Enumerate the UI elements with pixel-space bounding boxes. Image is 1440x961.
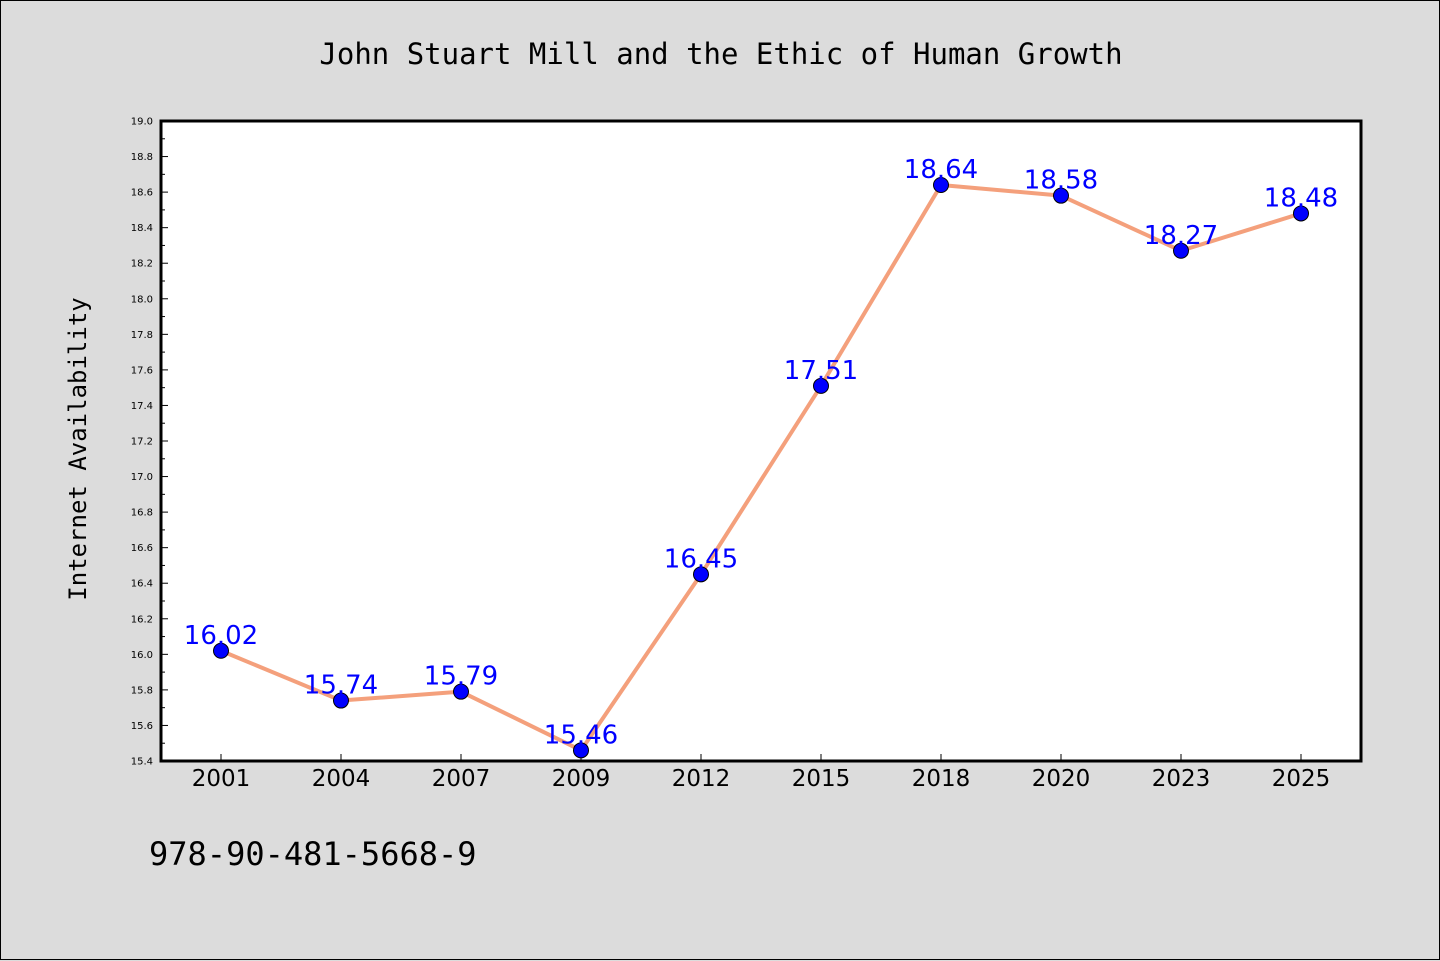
y-tick-label: 17.8 <box>131 330 153 341</box>
data-point <box>813 377 829 394</box>
data-label: 18.58 <box>1024 166 1098 196</box>
x-tick-label: 2007 <box>432 766 491 792</box>
y-tick-label: 17.2 <box>131 437 153 448</box>
data-label: 18.64 <box>904 155 978 185</box>
y-tick-label: 17.6 <box>131 365 153 376</box>
data-point <box>573 742 589 759</box>
y-tick-label: 16.0 <box>131 650 153 661</box>
y-tick-label: 15.4 <box>131 757 153 768</box>
chart-title: John Stuart Mill and the Ethic of Human … <box>319 37 1122 71</box>
x-tick-label: 2015 <box>792 766 851 792</box>
x-tick-label: 2025 <box>1272 766 1331 792</box>
data-point <box>693 566 709 583</box>
data-point <box>213 642 229 659</box>
y-tick-label: 16.6 <box>131 543 153 554</box>
data-point <box>453 683 469 700</box>
y-tick-label: 17.0 <box>131 472 153 483</box>
x-tick-label: 2004 <box>312 766 371 792</box>
series-layer: 16.02 15.74 15.79 15.46 16.45 17.51 18.64 18.58… <box>184 155 1338 759</box>
y-tick-label: 15.8 <box>131 685 153 696</box>
data-point <box>1173 242 1189 259</box>
y-tick-label: 15.6 <box>131 721 153 732</box>
x-tick-label: 2018 <box>912 766 971 792</box>
data-label: 15.74 <box>304 671 378 701</box>
x-tick-label: 2009 <box>552 766 611 792</box>
x-tick-label: 2012 <box>672 766 731 792</box>
data-label: 16.02 <box>184 621 258 651</box>
data-label: 17.51 <box>784 356 858 386</box>
y-tick-label: 18.6 <box>131 188 153 199</box>
axis-ticks: 15.4 15.6 15.8 16.0 16.2 16.4 16.6 16.8 17.0 17.2… <box>131 117 1331 793</box>
x-tick-label: 2023 <box>1152 766 1211 792</box>
data-label: 15.46 <box>544 720 618 750</box>
data-point <box>1053 187 1069 204</box>
y-tick-label: 18.4 <box>131 223 153 234</box>
y-tick-label: 16.2 <box>131 614 153 625</box>
isbn-text: 978-90-481-5668-9 <box>149 835 477 873</box>
data-label: 18.48 <box>1264 183 1338 213</box>
x-tick-label: 2020 <box>1032 766 1091 792</box>
data-point <box>933 177 949 193</box>
data-label: 18.27 <box>1144 221 1218 251</box>
y-tick-label: 18.0 <box>131 294 153 305</box>
data-point <box>333 692 349 709</box>
plot-area <box>161 121 1361 761</box>
y-tick-label: 16.8 <box>131 508 153 519</box>
y-tick-label: 16.4 <box>131 579 153 590</box>
data-label: 15.79 <box>424 662 498 692</box>
x-tick-label: 2001 <box>192 766 251 792</box>
y-tick-label: 18.8 <box>131 152 153 163</box>
y-tick-label: 18.2 <box>131 259 153 270</box>
y-tick-label: 19.0 <box>131 117 153 128</box>
series-line <box>220 183 1302 753</box>
plot-frame <box>159 119 1363 763</box>
data-point <box>1293 205 1309 222</box>
y-tick-label: 17.4 <box>131 401 153 412</box>
data-label: 16.45 <box>664 544 738 574</box>
y-axis-label: Internet Availability <box>64 297 92 600</box>
